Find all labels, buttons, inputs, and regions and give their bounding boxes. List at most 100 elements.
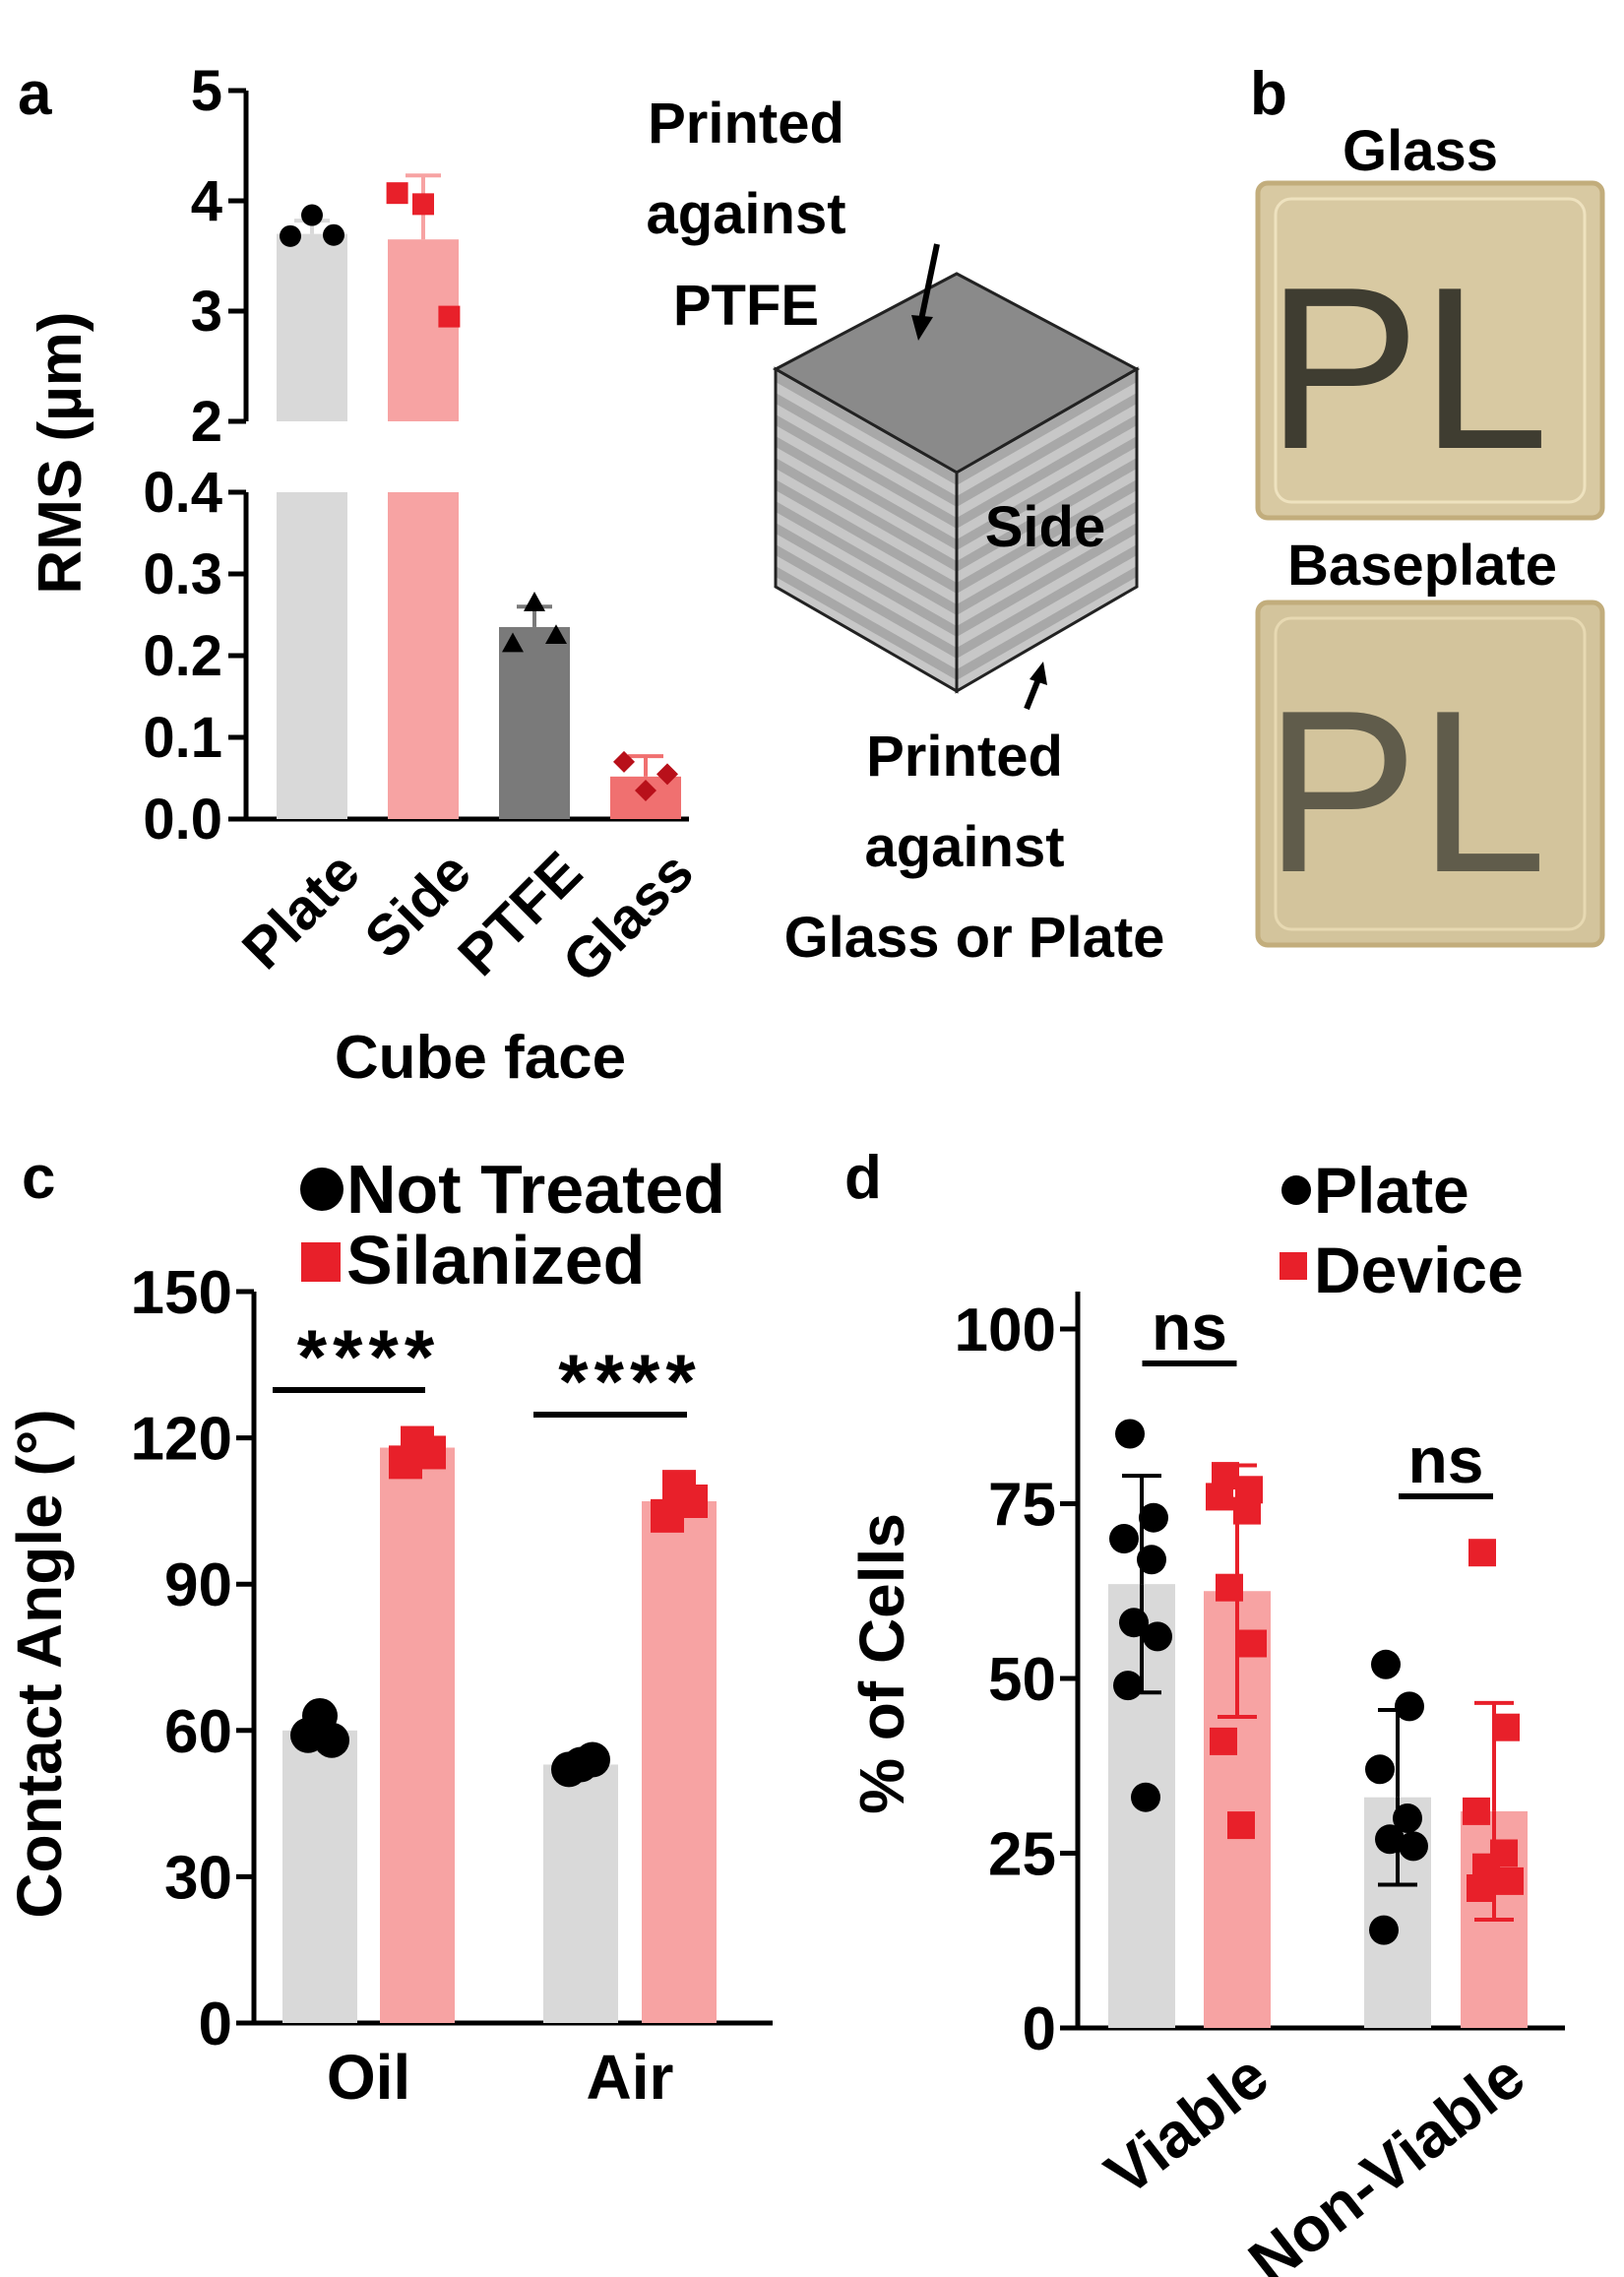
y-tick-label: 0 xyxy=(1023,1995,1056,2063)
legend-marker-plate xyxy=(1281,1175,1311,1205)
y-tick-label: 3 xyxy=(191,280,222,344)
data-point xyxy=(1395,1691,1424,1722)
y-tick-label: 0.1 xyxy=(143,706,222,770)
data-point xyxy=(1393,1803,1422,1833)
cube-layer-stripe xyxy=(776,577,957,691)
panel-label-d: d xyxy=(844,1144,882,1212)
data-point xyxy=(1365,1754,1395,1785)
legend-label-device: Device xyxy=(1314,1233,1524,1306)
top-label-line-3: PTFE xyxy=(673,274,819,338)
cube-layer-stripe xyxy=(957,577,1137,691)
panel-label-a: a xyxy=(18,60,52,128)
data-point xyxy=(1131,1782,1160,1812)
cube-layer-stripe xyxy=(776,555,957,669)
legend-marker-not-treated xyxy=(300,1168,344,1211)
significance-label: **** xyxy=(297,1313,440,1400)
photo-baseplate-letters: PL xyxy=(1264,662,1546,920)
data-point xyxy=(524,592,545,611)
data-point xyxy=(1375,1824,1405,1855)
x-axis-label: Cube face xyxy=(335,1024,626,1092)
significance-label: ns xyxy=(1407,1423,1483,1496)
top-label-line-1: Printed xyxy=(648,92,844,156)
y-tick-label: 60 xyxy=(164,1698,232,1766)
data-point xyxy=(1216,1573,1243,1602)
y-tick-label: 5 xyxy=(191,59,222,123)
cube-layer-stripe xyxy=(776,447,957,561)
bar-air-not-treated xyxy=(543,1764,618,2023)
y-tick-label: 30 xyxy=(164,1844,232,1912)
data-point xyxy=(1115,1419,1145,1449)
panel-b: Glass PL Baseplate PL xyxy=(1255,119,1605,948)
x-tick-label: Viable xyxy=(1093,2040,1281,2209)
data-point xyxy=(502,632,524,653)
data-point xyxy=(613,750,635,773)
y-tick-label: 150 xyxy=(131,1259,232,1327)
cube-layer-stripe xyxy=(776,512,957,626)
data-point xyxy=(1233,1496,1261,1525)
y-axis-label: RMS (µm) xyxy=(27,311,94,594)
data-point xyxy=(1210,1727,1237,1755)
cube-side-label: Side xyxy=(985,495,1106,559)
bar-ptfe xyxy=(499,626,570,819)
bar-side-upper xyxy=(388,239,459,421)
bar-side-lower xyxy=(388,492,459,819)
legend-label-not-treated: Not Treated xyxy=(346,1151,725,1228)
cube-layer-stripe xyxy=(776,534,957,648)
data-point xyxy=(545,624,567,645)
cube-layer-stripe xyxy=(776,425,957,539)
data-point xyxy=(1468,1539,1496,1567)
chart-c: 0 30 60 90 120 150 Contact Angle (°) Not Treate… xyxy=(4,1151,773,2113)
y-tick-label: 120 xyxy=(131,1406,232,1474)
bottom-label-line-1: Printed xyxy=(866,725,1063,789)
legend-marker-silanized xyxy=(301,1242,341,1282)
y-tick-label: 0.3 xyxy=(143,542,222,606)
significance-label: ns xyxy=(1152,1291,1227,1363)
y-tick-label: 4 xyxy=(191,169,222,233)
y-tick-label: 0.4 xyxy=(143,461,222,525)
data-point xyxy=(1206,1483,1233,1511)
bar-plate-lower xyxy=(277,492,347,819)
data-point xyxy=(412,1435,446,1470)
data-point xyxy=(1109,1524,1139,1553)
data-point xyxy=(438,305,461,328)
cube-layer-stripe xyxy=(957,425,1137,539)
bottom-label-line-2: against xyxy=(864,815,1064,879)
data-point xyxy=(1492,1713,1520,1741)
y-tick-label: 25 xyxy=(988,1821,1056,1889)
data-point xyxy=(1143,1621,1172,1652)
bar-oil-not-treated xyxy=(282,1730,357,2023)
data-point xyxy=(1399,1831,1428,1862)
legend-label-silanized: Silanized xyxy=(346,1222,645,1298)
top-arrow-head xyxy=(911,315,933,341)
data-point xyxy=(314,1722,349,1758)
y-tick-label: 50 xyxy=(988,1646,1056,1714)
data-point xyxy=(386,182,408,205)
x-tick-label: Non-Viable xyxy=(1235,2040,1537,2277)
x-tick-label: Oil xyxy=(327,2042,410,2113)
cube-layer-stripe xyxy=(957,490,1137,604)
panel-label-b: b xyxy=(1250,60,1287,128)
data-point xyxy=(1496,1866,1524,1895)
data-point xyxy=(1227,1811,1255,1840)
photo-title-baseplate: Baseplate xyxy=(1287,534,1557,598)
photo-glass xyxy=(1255,180,1605,521)
data-point xyxy=(1139,1502,1168,1533)
y-tick-label: 0.2 xyxy=(143,624,222,688)
top-label-line-2: against xyxy=(646,182,845,246)
cube-layer-stripe xyxy=(957,555,1137,669)
bottom-arrow-head xyxy=(1030,662,1047,685)
y-tick-label: 0.0 xyxy=(143,788,222,852)
data-point xyxy=(1463,1797,1490,1825)
photo-title-glass: Glass xyxy=(1343,119,1498,183)
y-tick-label: 90 xyxy=(164,1551,232,1619)
legend-label-plate: Plate xyxy=(1314,1154,1469,1227)
y-tick-label: 0 xyxy=(199,1991,232,2058)
top-arrow xyxy=(918,243,940,321)
cube-diagram: Side Printed against PTFE Printed agains… xyxy=(646,92,1164,970)
significance-label: **** xyxy=(558,1338,701,1424)
y-tick-label: 100 xyxy=(955,1297,1056,1364)
data-point xyxy=(575,1741,610,1778)
